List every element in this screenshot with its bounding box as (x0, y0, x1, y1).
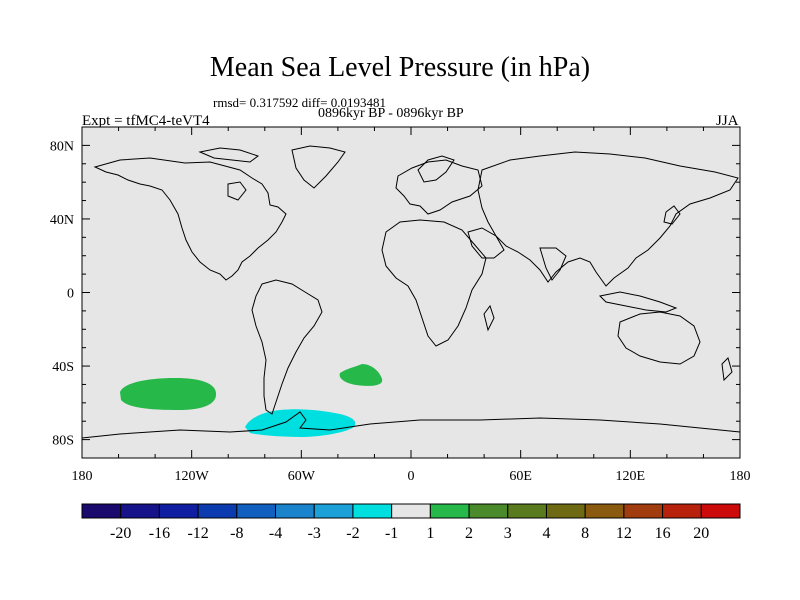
coast-europe (395, 159, 483, 215)
coastlines (81, 145, 741, 439)
coast-indonesia (598, 291, 678, 313)
colorbar-label: 4 (542, 525, 550, 542)
coast-south-america (251, 279, 323, 415)
colorbar-label: 2 (465, 525, 473, 542)
coast-hudson-bay (227, 181, 247, 201)
stats-text: rmsd= 0.317592 diff= 0.0193481 (213, 95, 386, 110)
colorbar-box (662, 503, 702, 519)
colorbar-box (313, 503, 354, 519)
coast-arabia (467, 227, 505, 259)
colorbar-box (391, 503, 431, 519)
colorbar-label: 3 (504, 525, 512, 542)
colorbar-box (545, 503, 586, 519)
coast-north-america (93, 157, 287, 281)
coast-antarctica (81, 411, 741, 439)
coast-japan (663, 205, 681, 225)
lat-label: 80S (52, 434, 74, 449)
lon-label: 60E (509, 469, 532, 484)
colorbar-label: -16 (149, 525, 170, 542)
colorbar-box (158, 503, 199, 519)
colorbar-box (507, 503, 547, 519)
experiment-label: Expt = tfMC4-teVT4 (82, 113, 210, 129)
colorbar-box (468, 503, 509, 519)
coast-africa (381, 219, 487, 347)
lat-label: 0 (67, 287, 74, 302)
colorbar-label: 16 (655, 525, 671, 542)
lon-label: 180 (730, 469, 751, 484)
coast-greenland (291, 145, 346, 189)
colorbar-box (429, 503, 470, 519)
coast-new-zealand (721, 357, 733, 382)
colorbar-label: -12 (187, 525, 208, 542)
lon-label: 120E (616, 469, 646, 484)
coast-scandinavia (417, 155, 455, 183)
colorbar-box (352, 503, 393, 519)
colorbar-label: 20 (693, 525, 709, 542)
lon-label: 180 (72, 469, 93, 484)
colorbar-box (236, 503, 277, 519)
lon-label: 60W (288, 469, 316, 484)
colorbar-label: -20 (110, 525, 131, 542)
lon-label: 0 (408, 469, 415, 484)
anomaly-south-pacific (120, 378, 217, 410)
colorbar-label: -1 (385, 525, 398, 542)
colorbar-label: -2 (346, 525, 359, 542)
period-label: 0896kyr BP - 0896kyr BP (318, 106, 464, 121)
lat-label: 80N (50, 139, 74, 154)
colorbar-box (700, 503, 741, 519)
coast-asia (477, 151, 739, 287)
colorbar (81, 503, 741, 519)
longitude-labels: 180 120W 60W 0 60E 120E 180 (72, 469, 751, 484)
colorbar-label: 12 (616, 525, 632, 542)
lat-label: 40N (50, 213, 74, 228)
lon-label: 120W (175, 469, 210, 484)
colorbar-box (275, 503, 315, 519)
colorbar-label: 1 (426, 525, 434, 542)
colorbar-label: -8 (230, 525, 243, 542)
season-label: JJA (716, 113, 739, 129)
colorbar-box (120, 503, 160, 519)
coast-australia (617, 311, 701, 365)
plot-title: Mean Sea Level Pressure (in hPa) (209, 52, 591, 83)
colorbar-labels: -20 -16 -12 -8 -4 -3 -2 -1 1 2 3 4 8 12 16 20 (110, 525, 709, 542)
anomaly-south-atlantic (339, 364, 383, 386)
latitude-labels: 80N 40N 0 40S 80S (50, 139, 74, 448)
colorbar-box (584, 503, 625, 519)
colorbar-box (623, 503, 664, 519)
colorbar-label: 8 (581, 525, 589, 542)
coast-india (539, 247, 567, 281)
coast-arctic-islands (198, 147, 260, 163)
axis-ticks (81, 127, 741, 458)
colorbar-box (81, 503, 122, 519)
colorbar-box (197, 503, 238, 519)
lat-label: 40S (52, 360, 74, 375)
colorbar-label: -4 (269, 525, 282, 542)
colorbar-label: -3 (308, 525, 321, 542)
coast-madagascar (483, 304, 495, 332)
